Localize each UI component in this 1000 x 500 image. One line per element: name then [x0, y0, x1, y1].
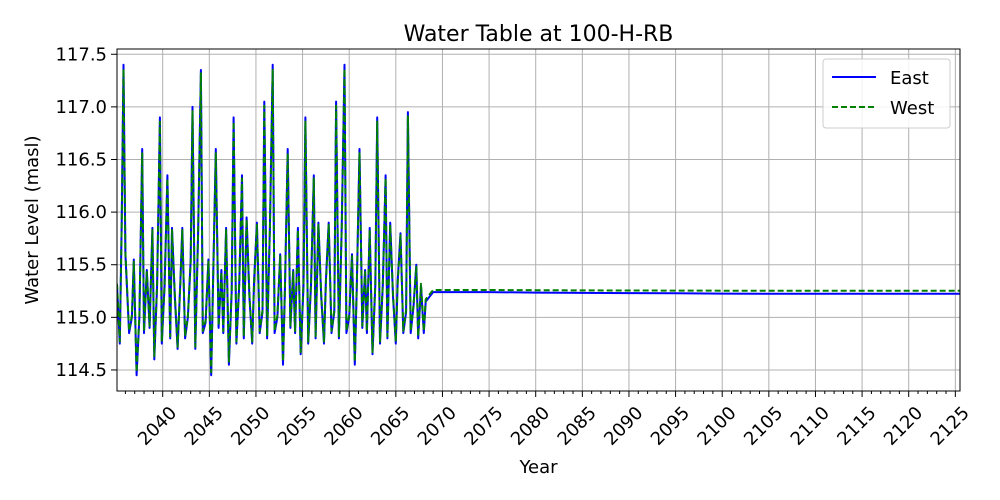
x-tick-label: 2125 — [927, 403, 974, 450]
y-tick-label: 115.0 — [55, 307, 107, 328]
x-tick-label: 2100 — [693, 403, 740, 450]
x-tick-label: 2105 — [740, 403, 787, 450]
y-tick-label: 115.5 — [55, 255, 107, 276]
x-tick-label: 2095 — [647, 403, 694, 450]
x-tick-label: 2070 — [414, 403, 461, 450]
x-tick-label: 2085 — [554, 403, 601, 450]
x-tick-label: 2050 — [227, 403, 274, 450]
plot-frame — [116, 48, 961, 392]
grid-lines — [117, 49, 960, 391]
y-axis-label: Water Level (masl) — [22, 135, 43, 304]
y-tick-label: 116.5 — [55, 149, 107, 170]
x-axis-label: Year — [518, 457, 558, 478]
x-tick-label: 2075 — [460, 403, 507, 450]
legend: East West — [822, 58, 951, 129]
x-tick-label: 2060 — [320, 403, 367, 450]
x-tick-label: 2110 — [787, 403, 834, 450]
x-tick-label: 2065 — [367, 403, 414, 450]
legend-label-east: East — [890, 68, 929, 89]
x-tick-label: 2080 — [507, 403, 554, 450]
y-tick-label: 114.5 — [55, 360, 107, 381]
y-tick-label: 117.0 — [55, 97, 107, 118]
x-tick-label: 2120 — [880, 403, 927, 450]
x-tick-label: 2090 — [600, 403, 647, 450]
x-tick-label: 2045 — [181, 403, 228, 450]
plot-area — [117, 63, 960, 377]
y-tick-label: 116.0 — [55, 202, 107, 223]
legend-label-west: West — [890, 98, 934, 119]
chart-title: Water Table at 100-H-RB — [404, 22, 674, 47]
x-tick-label: 2040 — [134, 403, 181, 450]
x-axis-ticks: 2040 2045 2050 2055 2060 2065 2070 2075 2080 2085… — [134, 391, 974, 450]
x-tick-label: 2055 — [274, 403, 321, 450]
x-minor-ticks — [124, 391, 947, 394]
series-line-west — [117, 68, 960, 374]
x-tick-label: 2115 — [833, 403, 880, 450]
y-tick-label: 117.5 — [55, 44, 107, 65]
y-axis-ticks: 114.5 115.0 115.5 116.0 116.5 117.0 117.5 — [55, 44, 117, 381]
